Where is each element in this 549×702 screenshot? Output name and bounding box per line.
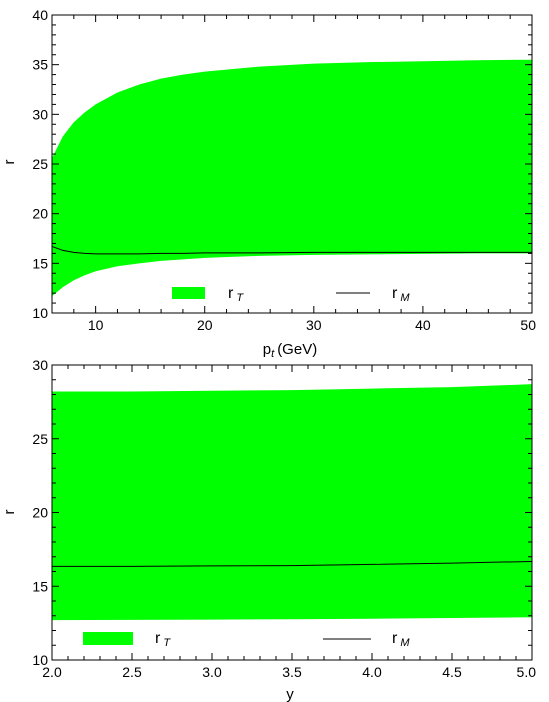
- y-tick-label: 20: [32, 206, 48, 222]
- legend-swatch-band: [172, 287, 205, 299]
- x-tick-label: 30: [306, 317, 322, 333]
- band-r-t: [52, 59, 532, 297]
- line-r-m: [52, 560, 533, 567]
- x-tick-label: 4.0: [362, 664, 382, 680]
- y-tick-label: 10: [32, 305, 48, 321]
- x-tick-label: 20: [197, 317, 213, 333]
- y-tick-label: 15: [32, 578, 48, 594]
- x-axis-label-main: p: [263, 341, 271, 358]
- y-tick-label: 35: [32, 57, 48, 73]
- band-layer: [52, 384, 532, 621]
- y-tick-label: 40: [32, 7, 48, 23]
- line-r-m: [51, 245, 532, 255]
- y-tick-label: 25: [32, 156, 48, 172]
- y-tick-label: 20: [32, 505, 48, 521]
- line-layer: [51, 245, 532, 255]
- band-r-t: [52, 384, 532, 621]
- y-tick-label: 10: [32, 652, 48, 668]
- x-tick-label: 3.5: [282, 664, 302, 680]
- x-tick-label: 4.5: [442, 664, 462, 680]
- x-axis-label: pt (GeV): [263, 341, 317, 360]
- x-tick-label: 40: [415, 317, 431, 333]
- x-tick-label: 2.5: [122, 664, 142, 680]
- line-layer: [52, 560, 533, 567]
- x-tick-label: 5.0: [517, 664, 537, 680]
- x-axis-label: y: [286, 686, 294, 702]
- y-tick-label: 25: [32, 431, 48, 447]
- x-tick-label: 10: [88, 317, 104, 333]
- tick-layer: 10 20 30 40 50 10 15 20 25 30 35 40: [32, 7, 536, 333]
- x-tick-label: 3.0: [202, 664, 222, 680]
- x-tick-label: 2.0: [42, 664, 62, 680]
- x-tick-label: 50: [520, 317, 536, 333]
- band-layer: [52, 59, 532, 297]
- svg-text:pt(GeV): pt (GeV): [263, 341, 317, 360]
- y-tick-label: 15: [32, 255, 48, 271]
- legend-swatch-band: [83, 632, 133, 645]
- y-axis-label: r: [1, 510, 18, 515]
- x-axis-label-unit: (GeV): [277, 341, 317, 358]
- y-tick-label: 30: [32, 357, 48, 373]
- y-axis-label: r: [1, 160, 18, 165]
- x-axis-label-sub: t: [271, 348, 275, 360]
- y-tick-label: 30: [32, 106, 48, 122]
- tick-layer: 2.0 2.5 3.0 3.5 4.0 4.5 5.0 10 15 20 25 30: [32, 357, 536, 680]
